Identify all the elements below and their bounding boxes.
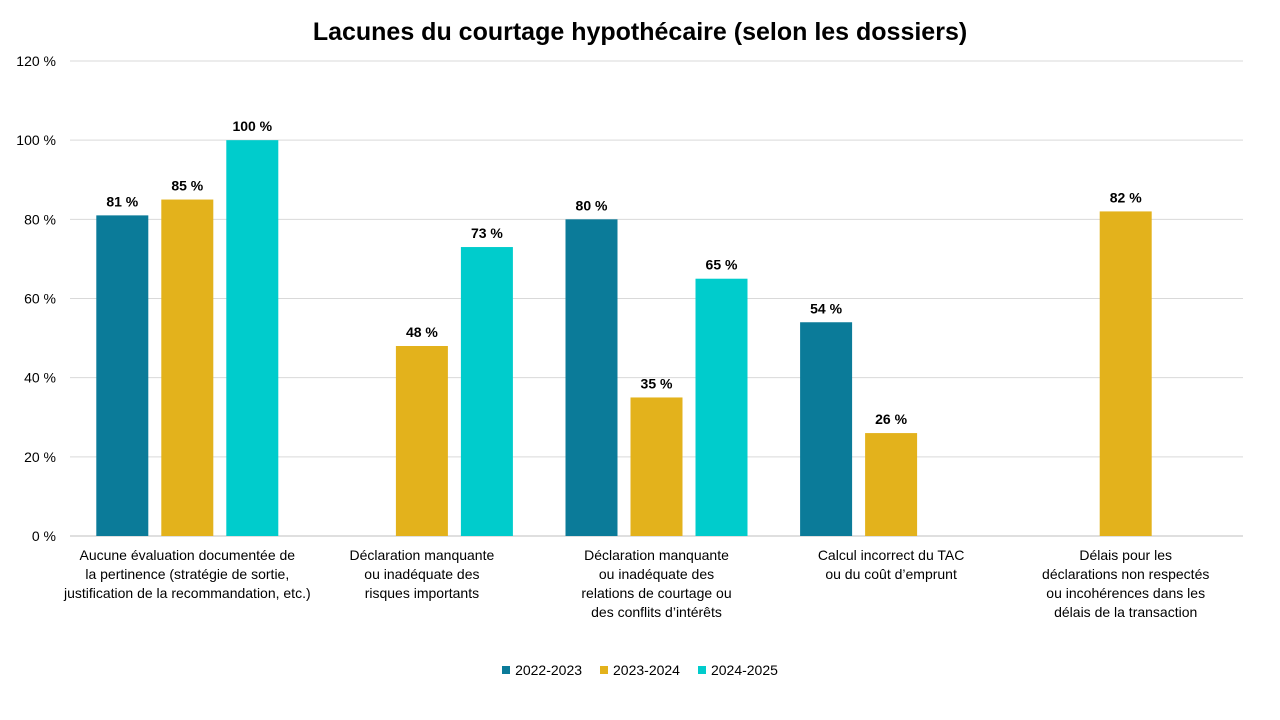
legend-swatch (697, 666, 706, 674)
legend-item: 2022-2023 (502, 662, 582, 678)
legend-label: 2024-2025 (710, 662, 778, 678)
chart-title: Lacunes du courtage hypothécaire (selon … (312, 18, 968, 46)
legend-item: 2023-2024 (600, 662, 680, 678)
legend-swatch (600, 666, 609, 674)
data-label: 65 % (706, 257, 738, 273)
y-tick-label: 20 % (24, 449, 56, 465)
bar (1099, 211, 1152, 536)
data-label: 81 % (106, 193, 138, 209)
category-label: Calcul incorrect du TAC ou du coût d’empr… (818, 547, 965, 582)
y-tick-label: 40 % (24, 370, 56, 386)
bar (96, 215, 149, 536)
data-label: 82 % (1110, 189, 1142, 205)
category-label: Délais pour les déclarations non respecté… (1042, 547, 1209, 620)
bar (395, 346, 448, 536)
category-label: Déclaration manquante ou inadéquate des ri… (350, 547, 495, 601)
y-tick-label: 80 % (24, 211, 56, 227)
legend-swatch (502, 666, 511, 674)
y-tick-label: 60 % (24, 291, 56, 307)
data-label: 48 % (406, 324, 438, 340)
legend-label: 2022-2023 (515, 662, 583, 678)
data-label: 26 % (875, 411, 907, 427)
legend: 2022-2023 2023-2024 2024-2025 (0, 662, 1280, 678)
bar (161, 199, 214, 536)
bar (630, 397, 683, 536)
bar (460, 247, 513, 536)
category-label: Aucune évaluation documentée de la pertin… (63, 547, 311, 601)
data-label: 73 % (471, 225, 503, 241)
legend-item: 2024-2025 (697, 662, 778, 678)
y-tick-label: 0 % (32, 528, 56, 544)
data-label: 35 % (641, 375, 673, 391)
y-tick-label: 120 % (16, 53, 56, 69)
legend-label: 2023-2024 (613, 662, 680, 678)
data-label: 54 % (810, 300, 842, 316)
y-tick-label: 100 % (16, 132, 56, 148)
category-label: Déclaration manquante ou inadéquate des re… (581, 547, 731, 620)
data-label: 85 % (171, 178, 203, 194)
data-label: 100 % (232, 118, 272, 134)
bar (800, 322, 853, 536)
bar (865, 433, 918, 536)
bar (695, 278, 748, 536)
data-label: 80 % (576, 197, 608, 213)
bar (226, 140, 279, 536)
bar (565, 219, 618, 537)
